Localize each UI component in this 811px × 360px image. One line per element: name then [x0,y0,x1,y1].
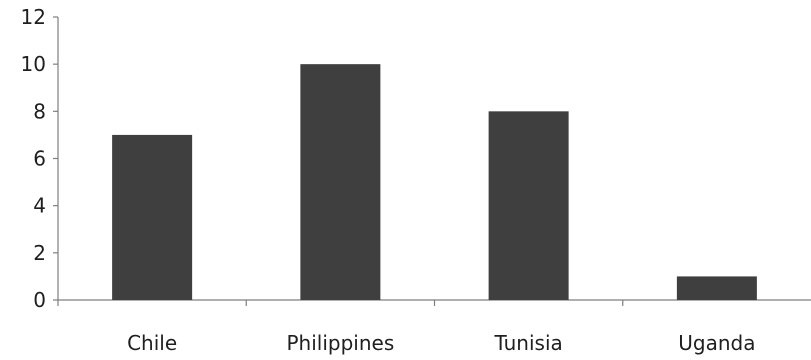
y-axis: 0 2 4 6 8 10 12 [21,5,59,312]
y-tick-label: 10 [21,52,46,76]
y-tick-label: 6 [33,147,46,171]
y-tick-label: 12 [21,5,46,29]
bar-tunisia [488,111,569,300]
bar-chile [112,134,193,300]
bars [112,64,757,301]
x-category-label: Uganda [678,331,755,355]
x-category-label: Chile [127,331,177,355]
y-tick-label: 0 [33,288,46,312]
category-labels: Chile Philippines Tunisia Uganda [127,331,755,355]
y-tick-label: 2 [33,241,46,265]
y-tick-label: 4 [33,194,46,218]
bar-uganda [676,276,757,300]
x-category-label: Philippines [286,331,394,355]
x-category-label: Tunisia [493,331,562,355]
bar-philippines [300,64,381,301]
x-axis [57,299,811,306]
y-tick-label: 8 [33,99,46,123]
